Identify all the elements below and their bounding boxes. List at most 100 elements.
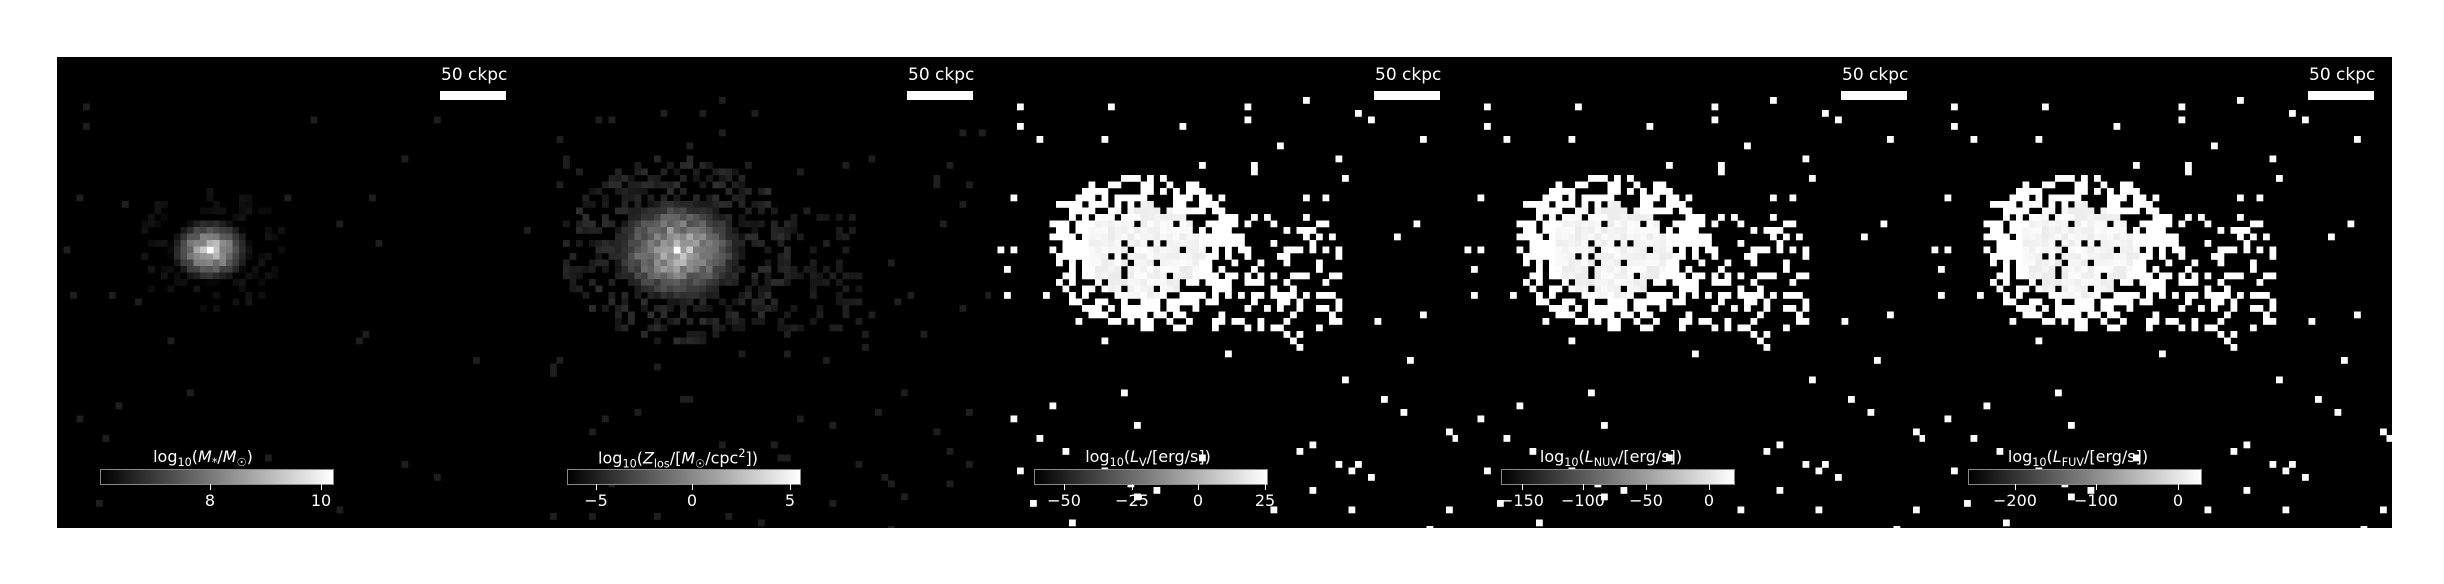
heatmap-cell [1620, 292, 1628, 299]
heatmap-cell [2094, 220, 2101, 228]
heatmap-cell [1763, 272, 1771, 280]
heatmap-cell [1101, 220, 1109, 228]
heatmap-cell [732, 272, 739, 280]
heatmap-cell [1568, 246, 1576, 254]
heatmap-cell [628, 181, 635, 189]
colorbar-tick-label: 8 [204, 491, 216, 510]
heatmap-cell [1653, 253, 1660, 260]
heatmap-cell [771, 305, 778, 312]
heatmap-cell [784, 253, 791, 260]
heatmap-cell [2178, 246, 2186, 254]
heatmap-cell [1121, 194, 1128, 202]
heatmap-cell [2230, 246, 2238, 254]
heatmap-cell [1283, 292, 1291, 299]
heatmap-cell [725, 253, 733, 260]
heatmap-cell [1763, 227, 1771, 234]
heatmap-cell [2139, 266, 2147, 273]
heatmap-cell [2217, 292, 2225, 299]
heatmap-cell [654, 181, 661, 189]
heatmap-cell [213, 305, 220, 312]
heatmap-cell [634, 227, 642, 234]
heatmap-cell [1218, 220, 1226, 228]
heatmap-cell [1147, 292, 1154, 299]
heatmap-cell [1607, 285, 1615, 293]
heatmap-cell [673, 337, 681, 345]
heatmap-cell [1043, 292, 1050, 299]
heatmap-cell [667, 292, 674, 299]
heatmap-cell [1218, 318, 1226, 325]
heatmap-cell [1199, 259, 1206, 267]
heatmap-cell [836, 266, 843, 273]
heatmap-cell [2269, 305, 2277, 312]
heatmap-cell [2126, 207, 2134, 215]
heatmap-cell [1555, 227, 1563, 234]
heatmap-cell [1088, 227, 1096, 234]
heatmap-cell [1601, 175, 1608, 182]
heatmap-cell [1238, 318, 1245, 325]
heatmap-cell [2230, 272, 2238, 280]
heatmap-cell [2107, 311, 2114, 319]
heatmap-cell [1127, 266, 1135, 273]
heatmap-cell [1542, 246, 1550, 254]
heatmap-cell [1659, 279, 1667, 286]
heatmap-cell [1996, 272, 2004, 280]
heatmap-cell [732, 253, 739, 260]
heatmap-cell [2094, 285, 2101, 293]
heatmap-cell [745, 162, 752, 169]
heatmap-cell [2081, 324, 2088, 332]
heatmap-cell [1549, 246, 1556, 254]
heatmap-cell [1062, 227, 1070, 234]
heatmap-cell [1711, 279, 1719, 286]
heatmap-cell [1303, 233, 1310, 241]
heatmap-cell [1114, 285, 1122, 293]
heatmap-cell [667, 201, 674, 208]
heatmap-cell [1783, 259, 1790, 267]
heatmap-cell [1296, 305, 1304, 312]
heatmap-cell [1244, 253, 1252, 260]
heatmap-cell [1887, 136, 1894, 143]
heatmap-cell [784, 227, 791, 234]
heatmap-cell [1575, 207, 1582, 215]
heatmap-cell [966, 461, 973, 468]
heatmap-cell [608, 292, 616, 299]
heatmap-cell [1231, 259, 1239, 267]
heatmap-cell [1407, 357, 1414, 364]
heatmap-cell [1303, 97, 1310, 104]
heatmap-cell [667, 259, 674, 267]
heatmap-cell [2113, 214, 2121, 221]
heatmap-cell [602, 415, 609, 423]
heatmap-cell [1679, 324, 1686, 332]
heatmap-cell [693, 272, 700, 280]
heatmap-cell [673, 272, 681, 280]
heatmap-cell [979, 129, 986, 137]
heatmap-cell [2263, 233, 2270, 241]
heatmap-cell [2048, 207, 2056, 215]
heatmap-cell [550, 370, 557, 377]
heatmap-cell [1212, 279, 1219, 286]
heatmap-cell [1251, 168, 1258, 176]
heatmap-cell [1069, 233, 1076, 241]
heatmap-cell [1568, 227, 1576, 234]
heatmap-cell [1075, 220, 1083, 228]
heatmap-cell [1516, 233, 1524, 241]
heatmap-cell [1381, 396, 1388, 403]
heatmap-cell [634, 279, 642, 286]
heatmap-cell [1679, 253, 1686, 260]
heatmap-cell [2159, 272, 2166, 280]
heatmap-cell [1186, 272, 1193, 280]
heatmap-cell [790, 220, 798, 228]
heatmap-cell [712, 194, 720, 202]
heatmap-cell [1147, 285, 1154, 293]
heatmap-cell [1264, 305, 1271, 312]
heatmap-cell [1121, 220, 1128, 228]
heatmap-cell [2113, 266, 2121, 273]
heatmap-cell [154, 240, 162, 247]
heatmap-cell [1140, 324, 1148, 332]
heatmap-cell [641, 266, 648, 273]
heatmap-cell [2003, 201, 2010, 208]
scalebar-line [440, 91, 506, 100]
heatmap-cell [602, 305, 609, 312]
heatmap-cell [1607, 318, 1615, 325]
heatmap-cell [2126, 305, 2134, 312]
heatmap-cell [2035, 214, 2043, 221]
